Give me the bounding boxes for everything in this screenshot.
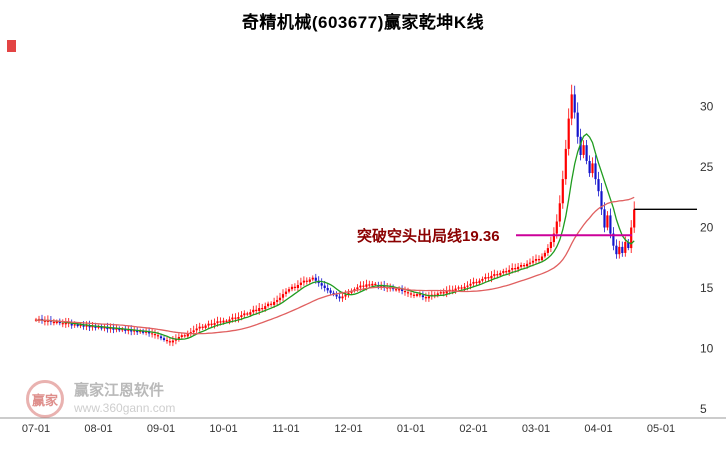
annotation-label: 突破空头出局线19.36: [357, 228, 500, 246]
watermark-brand: 赢家江恩软件: [74, 382, 165, 400]
x-tick-label: 09-01: [147, 423, 175, 435]
x-tick-label: 05-01: [647, 423, 675, 435]
watermark-url: www.360gann.com: [74, 400, 176, 415]
y-tick-label: 25: [700, 160, 714, 174]
ma-line-MA8: [35, 133, 635, 340]
x-tick-label: 02-01: [459, 423, 487, 435]
candles-layer: [34, 84, 636, 347]
y-tick-label: 15: [700, 281, 714, 295]
x-tick-label: 11-01: [272, 423, 299, 435]
x-tick-label: 03-01: [522, 423, 550, 435]
corner-mark: [7, 40, 16, 52]
x-tick-label: 07-01: [22, 423, 50, 435]
y-tick-label: 10: [700, 342, 714, 356]
y-tick-label: 20: [700, 221, 714, 235]
watermark: 赢家 赢家江恩软件 www.360gann.com: [26, 380, 175, 418]
brand-logo-text: 赢家: [31, 392, 58, 408]
x-tick-label: 12-01: [334, 423, 362, 435]
x-axis-labels: 07-01 08-01 09-01 10-01 11-01 12-01 01-01 02-01…: [22, 423, 675, 435]
y-tick-label: 5: [700, 402, 707, 416]
x-tick-label: 04-01: [584, 423, 612, 435]
ma-line-MA30: [35, 196, 635, 335]
x-tick-label: 08-01: [84, 423, 112, 435]
x-tick-label: 01-01: [397, 423, 425, 435]
chart-title: 奇精机械(603677)赢家乾坤K线: [241, 13, 485, 32]
y-axis-labels: 5 10 15 20 25 30: [700, 100, 714, 417]
brand-logo-icon: 赢家: [26, 380, 64, 418]
y-tick-label: 30: [700, 100, 714, 114]
x-tick-label: 10-01: [209, 423, 237, 435]
